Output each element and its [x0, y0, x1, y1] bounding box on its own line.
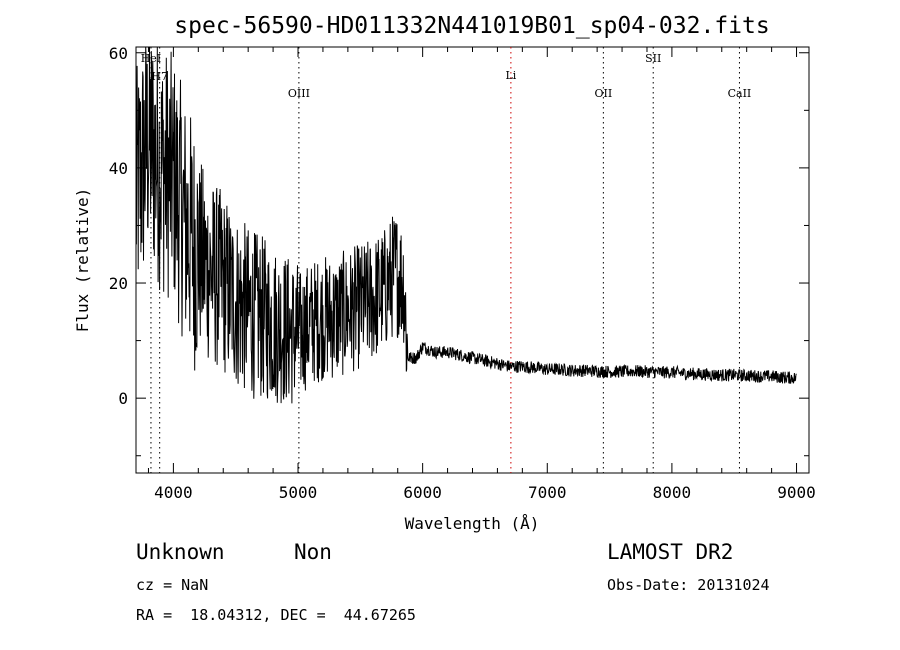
y-tick-label: 60: [109, 44, 128, 63]
class-label: Unknown: [136, 540, 225, 564]
line-marker-label-oiii: OIII: [288, 87, 310, 100]
subclass-label: Non: [294, 540, 332, 564]
spectrum-line: [135, 46, 797, 404]
x-tick-label: 4000: [154, 483, 193, 502]
y-tick-label: 20: [109, 274, 128, 293]
cz-value: cz = NaN: [136, 576, 209, 594]
line-marker-label-oii: OII: [595, 87, 613, 100]
ra-dec-coords: RA = 18.04312, DEC = 44.67265: [136, 606, 416, 624]
y-axis-label: Flux (relative): [73, 188, 92, 333]
y-tick-label: 40: [109, 159, 128, 178]
survey-label: LAMOST DR2: [607, 540, 734, 564]
line-marker-label-caii: CaII: [728, 87, 752, 100]
x-tick-label: 7000: [528, 483, 567, 502]
y-tick-label: 0: [118, 389, 128, 408]
x-tick-label: 9000: [777, 483, 816, 502]
x-tick-label: 6000: [403, 483, 442, 502]
obs-date: Obs-Date: 20131024: [607, 576, 770, 594]
axis-layer: 4000 5000 6000 7000 8000 9000 0 20 40 60: [109, 44, 816, 502]
series-layer: [135, 46, 797, 404]
line-marker-label-li: Li: [505, 69, 516, 82]
x-axis-label: Wavelength (Å): [405, 514, 540, 533]
chart-title: spec-56590-HD011332N441019B01_sp04-032.f…: [174, 13, 769, 39]
x-tick-label: 8000: [653, 483, 692, 502]
line-marker-label-h7: H7: [151, 70, 168, 83]
x-tick-label: 5000: [279, 483, 318, 502]
line-marker-label-sii: SII: [645, 52, 661, 65]
